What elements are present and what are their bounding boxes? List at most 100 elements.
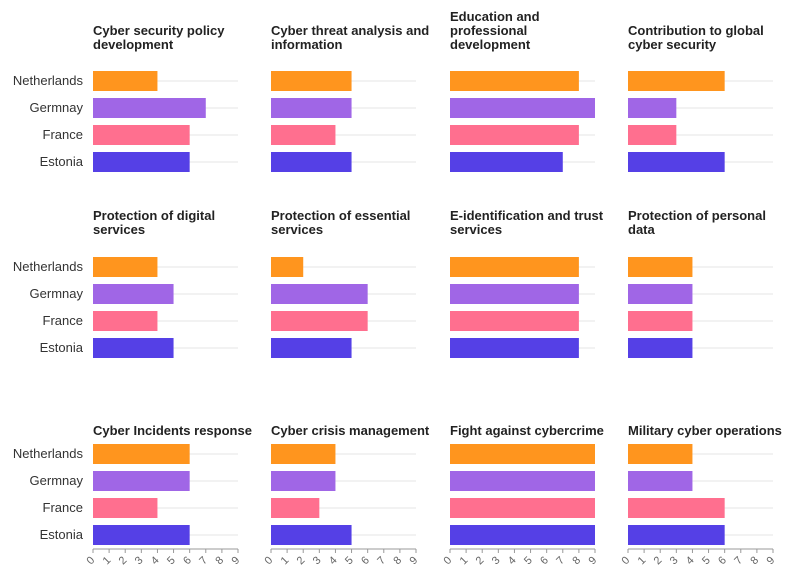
panel-title: services bbox=[93, 222, 145, 237]
x-tick-label: 9 bbox=[229, 554, 242, 567]
x-tick-label: 7 bbox=[197, 554, 210, 567]
x-tick-label: 2 bbox=[652, 554, 665, 567]
panel-title: Contribution to global bbox=[628, 23, 764, 38]
panel-title: Fight against cybercrime bbox=[450, 423, 604, 438]
bar-germnay bbox=[628, 98, 677, 118]
bar-netherlands bbox=[93, 444, 190, 464]
x-tick-label: 8 bbox=[391, 554, 404, 567]
category-label-germnay: Germnay bbox=[30, 473, 84, 488]
bar-france bbox=[450, 498, 595, 518]
category-label-netherlands: Netherlands bbox=[13, 446, 84, 461]
x-tick-label: 3 bbox=[668, 554, 681, 567]
x-tick-label: 4 bbox=[684, 554, 697, 567]
x-tick-label: 0 bbox=[262, 554, 275, 567]
bar-germnay bbox=[93, 284, 174, 304]
panel-title: development bbox=[93, 37, 174, 52]
x-tick-label: 7 bbox=[375, 554, 388, 567]
bar-germnay bbox=[628, 471, 693, 491]
bar-netherlands bbox=[450, 257, 579, 277]
bar-estonia bbox=[271, 152, 352, 172]
x-tick-label: 7 bbox=[732, 554, 745, 567]
category-label-estonia: Estonia bbox=[40, 527, 84, 542]
bar-france bbox=[271, 311, 368, 331]
category-label-estonia: Estonia bbox=[40, 154, 84, 169]
bar-germnay bbox=[628, 284, 693, 304]
bar-netherlands bbox=[93, 71, 158, 91]
bar-france bbox=[271, 125, 336, 145]
bar-estonia bbox=[628, 525, 725, 545]
x-tick-label: 3 bbox=[311, 554, 324, 567]
bar-france bbox=[450, 125, 579, 145]
panel-title: Protection of essential bbox=[271, 208, 410, 223]
x-tick-label: 4 bbox=[327, 554, 340, 567]
category-label-france: France bbox=[43, 127, 83, 142]
bar-germnay bbox=[271, 471, 336, 491]
bar-france bbox=[450, 311, 579, 331]
category-label-netherlands: Netherlands bbox=[13, 259, 84, 274]
panel-cyber-incidents-response: Cyber Incidents response 0 1 2 3 4 5 6 7 8 9 bbox=[84, 423, 251, 567]
category-label-estonia: Estonia bbox=[40, 340, 84, 355]
panel-title: development bbox=[450, 37, 531, 52]
bar-netherlands bbox=[271, 444, 336, 464]
panel-title: Military cyber operations bbox=[628, 423, 782, 438]
bar-estonia bbox=[93, 525, 190, 545]
x-tick-label: 6 bbox=[359, 554, 372, 567]
panel-title: information bbox=[271, 37, 343, 52]
bar-estonia bbox=[628, 152, 725, 172]
panel-title: services bbox=[271, 222, 323, 237]
bar-france bbox=[93, 311, 158, 331]
x-tick-label: 9 bbox=[764, 554, 777, 567]
panel-title: professional bbox=[450, 23, 527, 38]
x-tick-label: 4 bbox=[506, 554, 519, 567]
bar-estonia bbox=[271, 525, 352, 545]
bar-france bbox=[628, 498, 725, 518]
category-label-france: France bbox=[43, 500, 83, 515]
bar-germnay bbox=[93, 98, 206, 118]
bar-netherlands bbox=[450, 71, 579, 91]
bar-estonia bbox=[93, 152, 190, 172]
x-tick-label: 1 bbox=[279, 554, 292, 567]
panel-title: Education and bbox=[450, 9, 540, 24]
bar-france bbox=[271, 498, 320, 518]
bar-netherlands bbox=[271, 71, 352, 91]
x-tick-label: 1 bbox=[636, 554, 649, 567]
x-tick-label: 6 bbox=[181, 554, 194, 567]
bar-germnay bbox=[271, 98, 352, 118]
panel-title: Protection of personal bbox=[628, 208, 766, 223]
x-tick-label: 0 bbox=[619, 554, 632, 567]
bar-germnay bbox=[450, 284, 579, 304]
x-tick-label: 0 bbox=[84, 554, 97, 567]
category-label-france: France bbox=[43, 313, 83, 328]
x-tick-label: 8 bbox=[748, 554, 761, 567]
bar-estonia bbox=[450, 525, 595, 545]
x-tick-label: 5 bbox=[343, 554, 356, 567]
bar-germnay bbox=[93, 471, 190, 491]
x-tick-label: 2 bbox=[117, 554, 130, 567]
x-tick-label: 1 bbox=[458, 554, 471, 567]
panel-title: data bbox=[628, 222, 656, 237]
bar-germnay bbox=[450, 471, 595, 491]
panel-title: Cyber Incidents response bbox=[93, 423, 252, 438]
x-tick-label: 4 bbox=[149, 554, 162, 567]
panel-cyber-crisis-management: Cyber crisis management 0 1 2 3 4 5 6 7 8 9 bbox=[262, 423, 429, 567]
x-tick-label: 8 bbox=[213, 554, 226, 567]
x-tick-label: 6 bbox=[538, 554, 551, 567]
bar-france bbox=[93, 498, 158, 518]
x-tick-label: 5 bbox=[165, 554, 178, 567]
category-label-germnay: Germnay bbox=[30, 286, 84, 301]
x-tick-label: 3 bbox=[133, 554, 146, 567]
bar-netherlands bbox=[628, 444, 693, 464]
x-tick-label: 5 bbox=[700, 554, 713, 567]
bar-germnay bbox=[271, 284, 368, 304]
bar-france bbox=[628, 311, 693, 331]
bar-netherlands bbox=[628, 257, 693, 277]
bar-netherlands bbox=[93, 257, 158, 277]
x-tick-label: 2 bbox=[474, 554, 487, 567]
